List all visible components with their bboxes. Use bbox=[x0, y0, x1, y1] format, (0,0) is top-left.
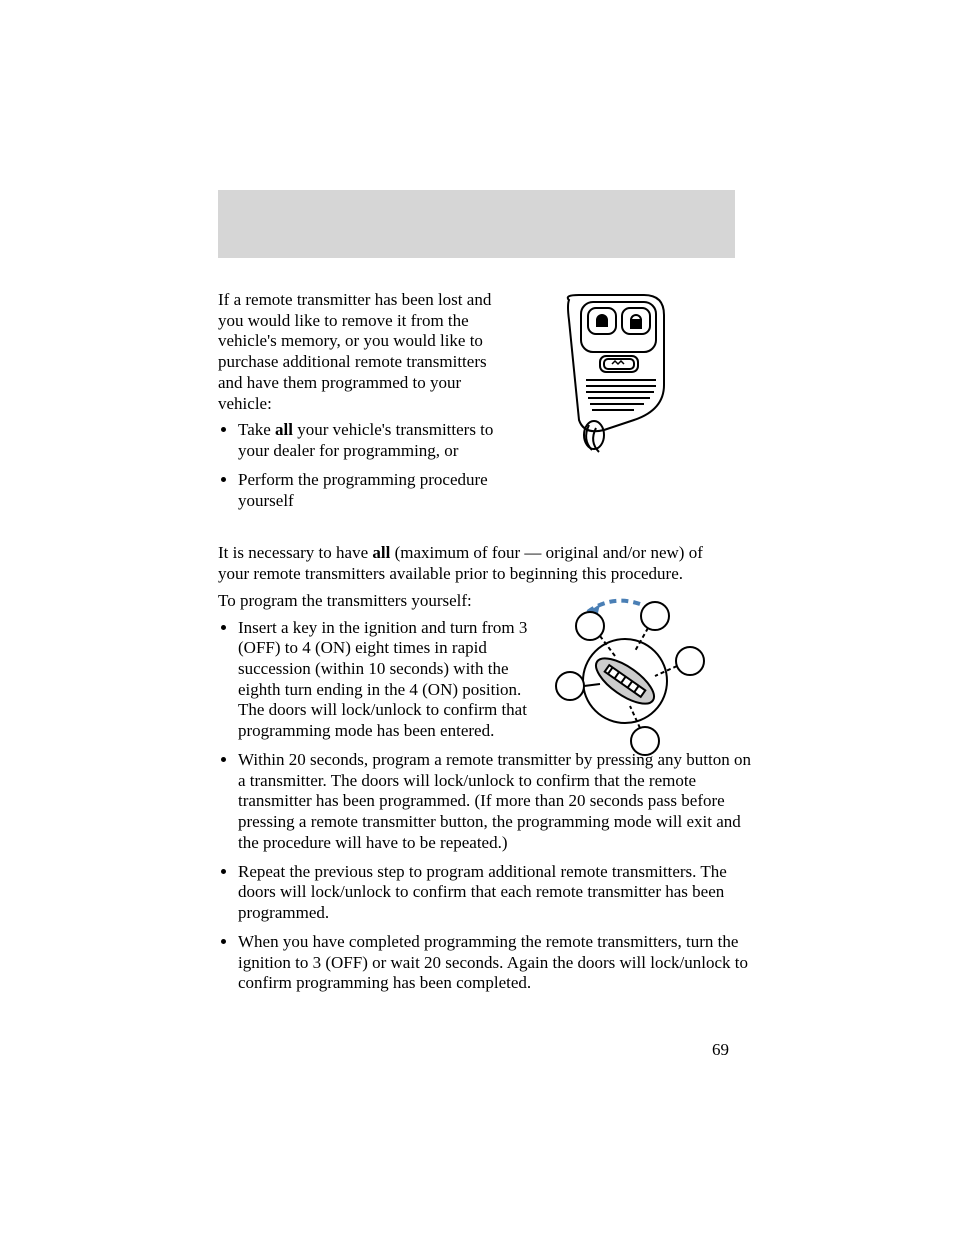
intro-list: Take all your vehicle's transmitters to … bbox=[218, 420, 528, 511]
step-1-text: Insert a key in the ignition and turn fr… bbox=[238, 618, 528, 742]
mid-bold: all bbox=[372, 543, 390, 562]
mid-paragraph: It is necessary to have all (maximum of … bbox=[218, 543, 735, 584]
header-band bbox=[218, 190, 735, 258]
step-4: When you have completed programming the … bbox=[238, 932, 755, 994]
intro-list-item-1: Take all your vehicle's transmitters to … bbox=[238, 420, 528, 461]
page-number: 69 bbox=[712, 1040, 729, 1060]
mid-pre: It is necessary to have bbox=[218, 543, 372, 562]
step-3: Repeat the previous step to program addi… bbox=[238, 862, 755, 924]
intro-item1-pre: Take bbox=[238, 420, 275, 439]
remote-transmitter-figure bbox=[534, 290, 684, 470]
intro-paragraph: If a remote transmitter has been lost an… bbox=[218, 290, 508, 414]
intro-item1-bold: all bbox=[275, 420, 293, 439]
intro-list-item-2: Perform the programming procedure yourse… bbox=[238, 470, 528, 511]
ignition-switch-figure bbox=[530, 586, 720, 766]
